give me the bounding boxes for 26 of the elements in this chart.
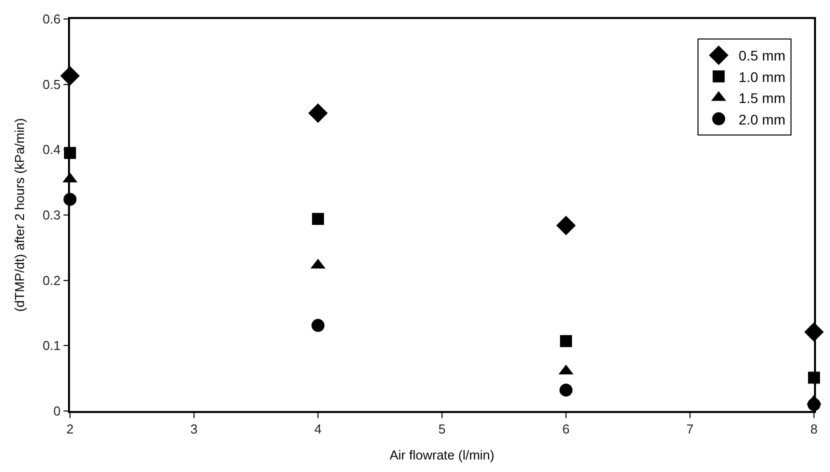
y-tick-label: 0.1 bbox=[42, 338, 61, 354]
x-tick-label: 8 bbox=[810, 421, 818, 436]
x-tick-label: 2 bbox=[66, 421, 74, 436]
point bbox=[560, 335, 572, 348]
point bbox=[312, 212, 324, 225]
y-tick-label: 0.4 bbox=[42, 142, 61, 158]
x-tick-label: 3 bbox=[190, 421, 198, 436]
y-tick-label: 0.2 bbox=[42, 272, 61, 288]
y-tick-label: 0 bbox=[53, 404, 61, 419]
point bbox=[556, 216, 576, 236]
x-tick-label: 4 bbox=[314, 421, 322, 436]
y-tick-label: 0.6 bbox=[42, 12, 61, 27]
y-tick-label: 0.5 bbox=[42, 76, 61, 92]
legend-label: 0.5 mm bbox=[738, 48, 786, 64]
x-tick-label: 5 bbox=[438, 421, 446, 436]
y-axis-title: (dTMP/dt) after 2 hours (kPa/min) bbox=[12, 118, 28, 312]
legend-label: 1.0 mm bbox=[738, 68, 786, 85]
legend-label: 2.0 mm bbox=[738, 111, 786, 128]
x-tick-label: 6 bbox=[562, 421, 570, 436]
y-tick-label: 0.3 bbox=[42, 208, 61, 223]
point bbox=[308, 103, 328, 123]
x-axis-title: Air flowrate (l/min) bbox=[390, 447, 494, 462]
point bbox=[560, 384, 572, 397]
legend-label: 1.5 mm bbox=[738, 90, 786, 106]
x-tick-label: 7 bbox=[686, 421, 694, 436]
point bbox=[312, 318, 324, 332]
